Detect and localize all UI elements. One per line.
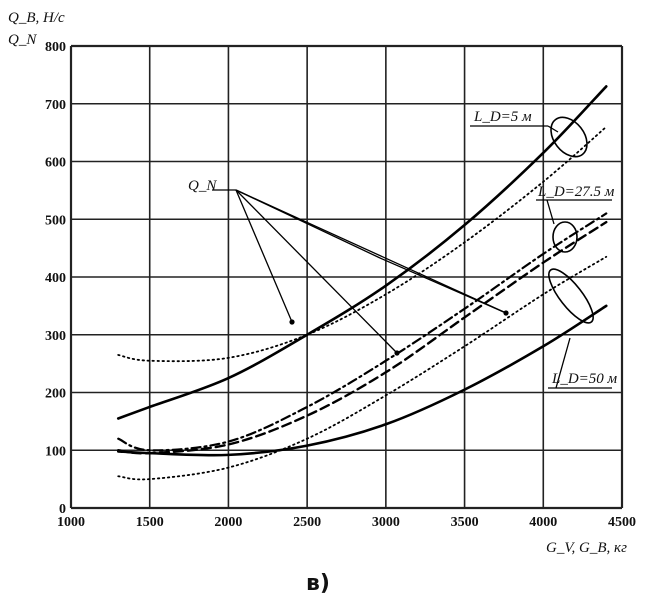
ld50-leader — [555, 337, 571, 389]
x-tick-label: 3000 — [372, 515, 400, 530]
x-tick-label: 1000 — [57, 515, 85, 530]
series-line-0 — [116, 85, 608, 420]
y-tick-label: 200 — [45, 387, 66, 402]
series-lines — [116, 85, 608, 481]
series-line-1 — [117, 125, 608, 363]
y-axis-label-secondary: Q_N — [8, 32, 37, 48]
qn-leader — [235, 189, 381, 259]
annotation-qn: Q_N — [188, 178, 217, 194]
ld5-marker — [550, 116, 588, 158]
panel-label: в) — [306, 571, 330, 596]
y-tick-labels: 0 100 200 300 400 500 600 700 800 — [45, 40, 66, 517]
y-tick-label: 700 — [45, 98, 66, 113]
annotation-leaders — [212, 116, 612, 389]
y-tick-label: 500 — [45, 213, 66, 228]
qn-leader-dot — [289, 319, 295, 325]
ld275-leader — [546, 199, 555, 225]
qn-leader — [235, 189, 293, 323]
x-tick-label: 4000 — [529, 515, 557, 530]
y-tick-label: 100 — [45, 444, 66, 459]
x-tick-label: 1500 — [136, 515, 164, 530]
series-line-3 — [117, 220, 608, 455]
annotation-ld-50: L_D=50 м — [551, 371, 618, 387]
qn-leader-dot — [394, 350, 400, 356]
y-tick-label: 800 — [45, 40, 66, 55]
y-tick-label: 0 — [59, 502, 66, 517]
ld275-marker — [552, 221, 578, 253]
annotation-ld-27-5: L_D=27.5 м — [537, 184, 615, 200]
x-tick-label: 2000 — [214, 515, 242, 530]
ld50-marker — [548, 268, 594, 324]
qn-leader — [235, 189, 507, 314]
y-axis-label: Q_B, Н/с — [8, 10, 65, 26]
x-tick-label: 2500 — [293, 515, 321, 530]
x-tick-label: 3500 — [451, 515, 479, 530]
y-tick-label: 400 — [45, 271, 66, 286]
x-tick-label: 4500 — [608, 515, 636, 530]
annotation-ld-5: L_D=5 м — [473, 109, 532, 125]
grid — [69, 44, 624, 510]
series-line-4 — [117, 255, 608, 481]
x-axis-label: G_V, G_B, кг — [546, 540, 627, 556]
y-tick-label: 300 — [45, 329, 66, 344]
y-tick-label: 600 — [45, 156, 66, 171]
x-tick-labels: 1000 1500 2000 2500 3000 3500 4000 4500 — [57, 515, 636, 530]
qn-leader — [235, 189, 398, 354]
series-line-5 — [116, 304, 608, 457]
series-line-2 — [117, 212, 608, 452]
qn-leader — [379, 257, 507, 314]
ld5-leader — [547, 125, 559, 133]
